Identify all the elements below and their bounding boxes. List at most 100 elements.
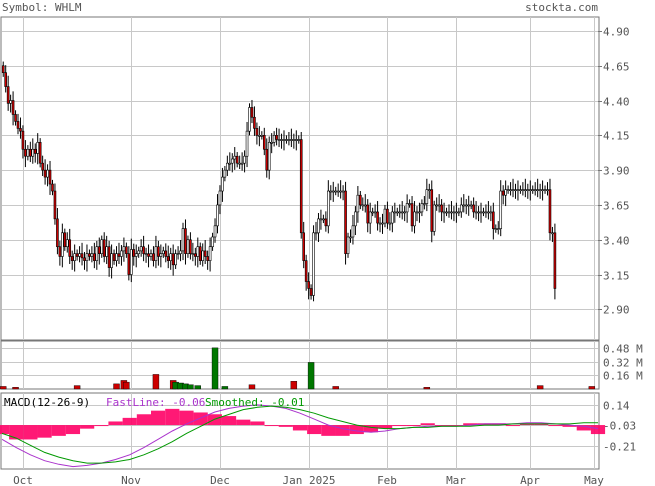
candle-body	[31, 148, 35, 157]
candle-body	[292, 139, 296, 141]
candle-body	[14, 114, 17, 122]
candle-body	[191, 253, 195, 255]
candle-body	[280, 139, 283, 141]
candle-body	[56, 218, 59, 248]
candle-body	[16, 121, 20, 129]
candle-body	[462, 204, 466, 207]
candle-body	[457, 211, 461, 214]
candle-body	[233, 155, 237, 160]
candle-body	[435, 204, 438, 207]
candle-body	[460, 204, 463, 213]
candle-body	[213, 225, 217, 238]
volume-bar	[423, 387, 431, 390]
macd-histogram	[0, 408, 606, 440]
candle-body	[248, 107, 251, 132]
candle-body	[511, 189, 515, 191]
candle-body	[154, 246, 158, 261]
candle-body	[211, 236, 214, 248]
price-tick-label: 3.15	[603, 270, 630, 283]
candle-body	[206, 256, 209, 261]
x-tick-label: Dec	[210, 474, 230, 486]
candle-body	[432, 204, 436, 232]
candle-body	[85, 253, 89, 261]
candle-body	[46, 169, 49, 178]
volume-tick-label: 0.16 M	[603, 370, 643, 383]
candle-body	[223, 169, 227, 178]
volume-bar	[194, 385, 201, 390]
candle-body	[152, 253, 155, 261]
candle-body	[430, 189, 434, 232]
candles	[1, 61, 557, 302]
candle-body	[245, 130, 249, 157]
candle-body	[408, 203, 411, 205]
candle-body	[243, 155, 246, 164]
volume-bar	[211, 347, 219, 390]
candle-body	[413, 211, 416, 227]
candle-body	[262, 135, 266, 150]
candle-body	[526, 189, 530, 191]
candle-body	[181, 228, 185, 252]
macd-title: MACD(12-26-9)	[4, 396, 90, 409]
candle-body	[341, 190, 345, 193]
candle-body	[455, 211, 458, 214]
candle-body	[322, 218, 325, 221]
x-tick-label: Jan 2025	[283, 474, 336, 486]
macd-hist-bar	[434, 425, 449, 427]
candle-body	[282, 139, 286, 141]
candle-body	[250, 107, 254, 118]
candle-body	[304, 260, 308, 282]
candle-body	[528, 189, 532, 191]
macd-hist-bar	[236, 419, 251, 426]
price-tick-label: 3.40	[603, 235, 630, 248]
candle-body	[75, 253, 79, 257]
candle-body	[388, 222, 392, 225]
macd-hist-bar	[449, 425, 464, 427]
macd-hist-bar	[378, 425, 393, 429]
candle-body	[53, 190, 57, 220]
macd-hist-bar	[420, 423, 435, 426]
candle-body	[336, 190, 340, 193]
volume-tick-label: 0.32 M	[603, 357, 643, 370]
candle-body	[11, 100, 15, 115]
candle-body	[423, 203, 426, 205]
volume-bar	[0, 386, 7, 390]
candle-body	[73, 253, 76, 261]
brand-link[interactable]: stockta.com	[525, 1, 598, 14]
candle-body	[196, 246, 200, 257]
candle-body	[58, 246, 62, 257]
candle-body	[538, 189, 542, 191]
legend-fastline: FastLine: -0.06	[106, 396, 205, 409]
candle-body	[368, 211, 372, 224]
x-tick-label: Nov	[121, 474, 141, 486]
candle-body	[479, 211, 483, 214]
candle-body	[115, 253, 118, 261]
candle-body	[43, 169, 47, 178]
macd-hist-bar	[562, 425, 577, 427]
volume-bar	[588, 386, 596, 390]
candle-body	[541, 189, 544, 191]
x-tick-label: Oct	[13, 474, 33, 486]
candle-body	[452, 211, 456, 214]
candle-body	[258, 135, 261, 137]
candle-body	[238, 162, 241, 165]
candle-body	[415, 211, 419, 214]
candle-body	[120, 250, 123, 257]
volume-bar	[187, 384, 194, 390]
candle-body	[290, 139, 293, 141]
price-tick-label: 4.90	[603, 26, 630, 39]
candle-body	[504, 189, 507, 196]
candle-body	[157, 246, 160, 257]
candle-body	[299, 139, 303, 234]
candle-body	[349, 236, 352, 239]
candle-body	[514, 189, 517, 191]
candle-body	[398, 211, 402, 214]
candle-body	[90, 253, 94, 257]
macd-hist-bar	[51, 425, 66, 436]
price-tick-label: 4.40	[603, 96, 630, 109]
candle-body	[450, 211, 453, 214]
candle-body	[287, 139, 291, 141]
candle-body	[218, 190, 222, 206]
volume-bar	[73, 385, 81, 390]
candle-body	[437, 204, 441, 207]
